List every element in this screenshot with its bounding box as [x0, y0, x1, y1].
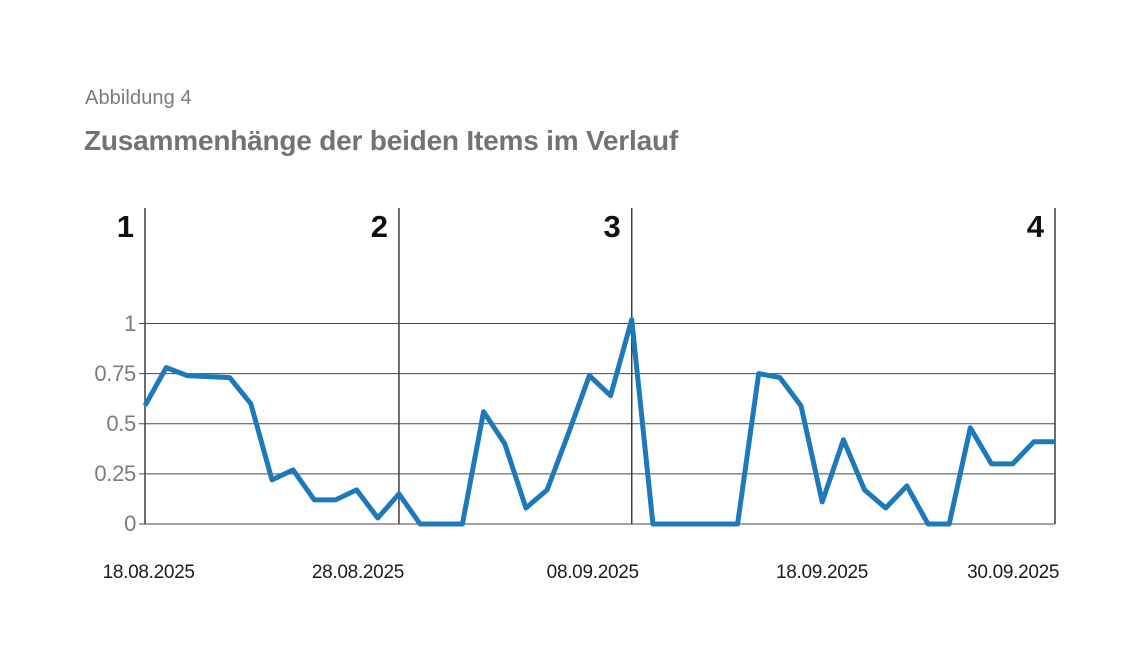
- phase-label-3: 3: [603, 209, 621, 244]
- figure-label: Abbildung 4: [85, 87, 192, 109]
- y-tick-label-0.75: 0.75: [94, 360, 136, 386]
- phase-label-1: 1: [116, 209, 134, 244]
- figure-title: Zusammenhänge der beiden Items im Verlau…: [84, 125, 678, 156]
- y-tick-label-0: 0: [124, 511, 136, 536]
- phase-label-4: 4: [1026, 209, 1044, 244]
- y-tick-label-1: 1: [124, 310, 136, 336]
- x-tick-label-08.09.2025: 08.09.2025: [546, 562, 639, 583]
- x-tick-label-18.08.2025: 18.08.2025: [102, 562, 195, 583]
- phase-label-2: 2: [370, 209, 388, 244]
- y-tick-label-0.25: 0.25: [94, 460, 136, 486]
- x-tick-label-28.08.2025: 28.08.2025: [311, 562, 404, 583]
- data-line: [142, 317, 1055, 527]
- x-tick-label-30.09.2025: 30.09.2025: [967, 562, 1060, 583]
- x-tick-label-18.09.2025: 18.09.2025: [775, 562, 869, 583]
- y-tick-label-0.5: 0.5: [106, 410, 136, 436]
